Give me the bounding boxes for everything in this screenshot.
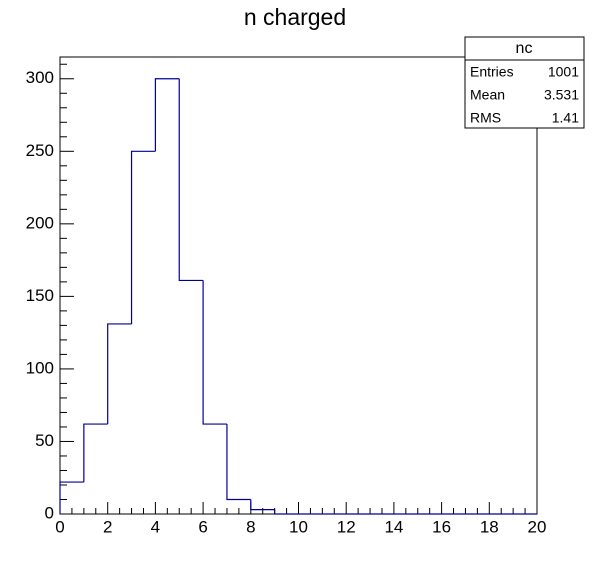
x-tick-label: 20 [528, 517, 547, 536]
y-tick-label: 0 [45, 503, 54, 522]
histogram-bin [250, 499, 275, 511]
stats-title: nc [516, 40, 533, 57]
y-tick-label: 50 [35, 431, 54, 450]
x-tick-label: 2 [103, 517, 112, 536]
stats-label: RMS [470, 110, 501, 126]
histogram-bin [83, 423, 108, 483]
x-tick-label: 12 [337, 517, 356, 536]
histogram-bin [178, 78, 204, 282]
x-tick-label: 6 [198, 517, 207, 536]
x-tick-label: 0 [55, 517, 64, 536]
y-tick-label: 300 [26, 68, 54, 87]
stats-value: 1001 [548, 64, 579, 80]
stats-label: Mean [470, 87, 505, 103]
x-tick-label: 18 [480, 517, 499, 536]
stats-box: nc Entries 1001 Mean 3.531 RMS 1.41 [464, 36, 585, 129]
stats-value: 1.41 [552, 110, 579, 126]
histogram-bin [107, 323, 132, 425]
y-tick-label: 200 [26, 213, 54, 232]
x-tick-label: 14 [384, 517, 403, 536]
y-tick-label: 100 [26, 358, 54, 377]
y-tick-label: 250 [26, 141, 54, 160]
histogram-bin [226, 424, 251, 501]
x-tick-label: 8 [246, 517, 255, 536]
histogram-bin [154, 78, 180, 152]
histogram-bin [59, 481, 84, 514]
histogram-bin [202, 280, 227, 425]
histogram-bin [130, 150, 156, 324]
stats-label: Entries [470, 64, 514, 80]
chart-title: n charged [244, 4, 346, 30]
x-tick-label: 16 [432, 517, 451, 536]
x-tick-label: 4 [151, 517, 160, 536]
histogram-bin [274, 509, 299, 515]
stats-frame [464, 36, 585, 129]
y-tick-label: 150 [26, 286, 54, 305]
stats-value: 3.531 [544, 87, 579, 103]
x-tick-label: 10 [289, 517, 308, 536]
